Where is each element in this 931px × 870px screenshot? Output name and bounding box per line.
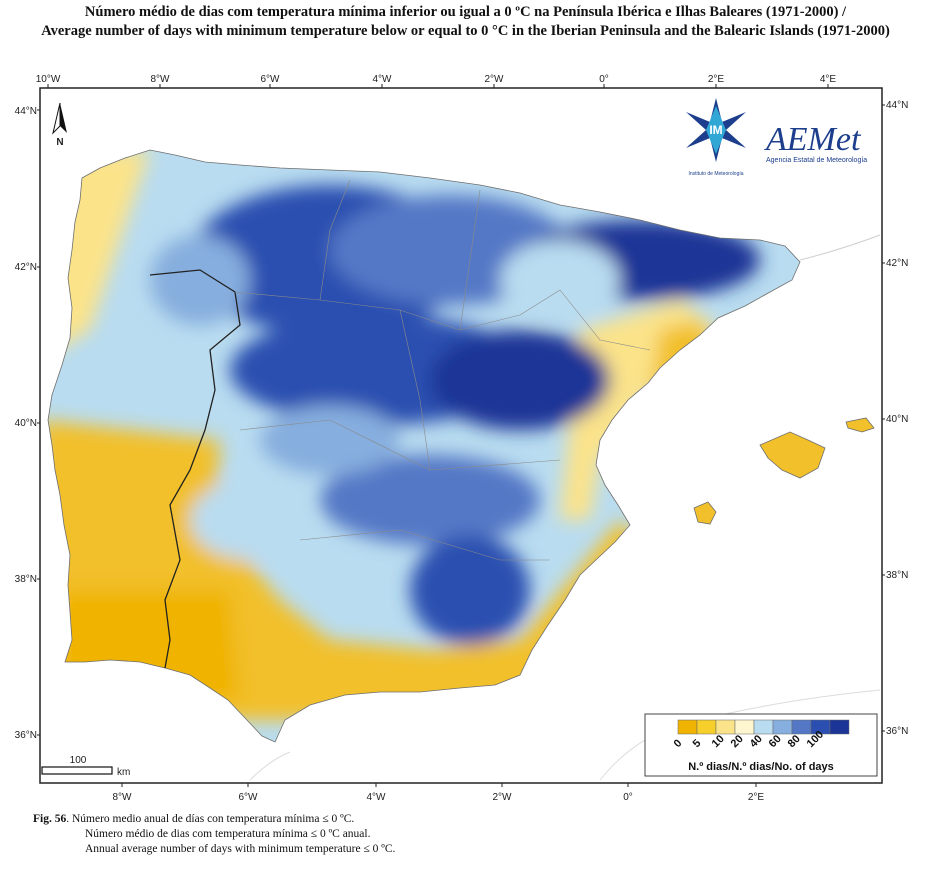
lat-right-label: 36°N — [886, 726, 908, 737]
scale-bar: 100 km — [41, 755, 130, 778]
lon-top-label: 6°W — [261, 74, 281, 85]
legend-swatch — [677, 719, 698, 735]
legend-swatch — [829, 719, 850, 735]
aemet-logo: AEMet Agencia Estatal de Meteorología — [764, 121, 867, 164]
lat-right-label: 44°N — [886, 100, 908, 111]
lat-left-label: 36°N — [15, 730, 37, 741]
north-label: N — [56, 137, 63, 148]
lat-right-label: 40°N — [886, 414, 908, 425]
lon-bottom-label: 4°W — [367, 792, 387, 803]
figure-caption: Fig. 56. Número medio anual de días con … — [33, 812, 395, 857]
lat-left-label: 42°N — [15, 262, 37, 273]
caption-line-es: . Número medio anual de días con tempera… — [66, 813, 355, 825]
scale-unit: km — [117, 767, 130, 778]
ibiza — [693, 501, 717, 525]
lon-bottom-label: 2°E — [748, 792, 765, 803]
figure-number: Fig. 56 — [33, 813, 67, 825]
map-title-pt: Número médio de dias com temperatura mín… — [84, 4, 847, 20]
lon-top-label: 8°W — [151, 74, 171, 85]
bottom-longitude-labels: 8°W 6°W 4°W 2°W 0° 2°E — [113, 792, 765, 803]
im-logo: IM Instituto de Meteorología — [686, 98, 746, 177]
lon-bottom-label: 0° — [623, 792, 633, 803]
lon-bottom-label: 2°W — [493, 792, 513, 803]
aemet-name: AEMet — [764, 121, 862, 158]
lon-top-label: 2°E — [708, 74, 725, 85]
legend-title: N.º dias/N.º dias/No. of days — [688, 761, 834, 773]
lat-left-label: 38°N — [15, 574, 37, 585]
north-arrow-icon: N — [52, 102, 67, 148]
caption-line-en: Annual average number of days with minim… — [85, 843, 396, 855]
lon-top-label: 10°W — [36, 74, 61, 85]
lon-top-label: 2°W — [485, 74, 505, 85]
lat-right-label: 38°N — [886, 570, 908, 581]
aemet-subtitle: Agencia Estatal de Meteorología — [766, 157, 867, 164]
lat-left-label: 40°N — [15, 418, 37, 429]
lon-top-label: 4°W — [373, 74, 393, 85]
left-latitude-labels: 44°N 42°N 40°N 38°N 36°N — [15, 106, 37, 741]
caption-line-pt: Número médio de dias com temperatura mín… — [85, 828, 371, 840]
legend-swatch — [753, 719, 774, 735]
map-title-en: Average number of days with minimum temp… — [41, 23, 890, 39]
legend-swatch — [734, 719, 755, 735]
legend-swatch — [772, 719, 793, 735]
legend-swatch — [715, 719, 736, 735]
lat-right-label: 42°N — [886, 258, 908, 269]
im-caption: Instituto de Meteorología — [688, 171, 743, 177]
mallorca — [759, 431, 826, 479]
legend: 0 5 10 20 40 60 80 100 N.º dias/N.º dias/No. of… — [644, 713, 878, 777]
right-latitude-labels: 44°N 42°N 40°N 38°N 36°N — [886, 100, 908, 737]
legend-swatch — [696, 719, 717, 735]
lon-top-label: 0° — [599, 74, 609, 85]
menorca — [845, 417, 875, 433]
lon-top-label: 4°E — [820, 74, 837, 85]
legend-swatch — [791, 719, 812, 735]
svg-text:IM: IM — [709, 123, 722, 137]
lon-bottom-label: 6°W — [239, 792, 259, 803]
lat-left-label: 44°N — [15, 106, 37, 117]
scale-value: 100 — [70, 755, 87, 766]
top-longitude-labels: 10°W 8°W 6°W 4°W 2°W 0° 2°E 4°E — [36, 74, 837, 85]
lon-bottom-label: 8°W — [113, 792, 133, 803]
